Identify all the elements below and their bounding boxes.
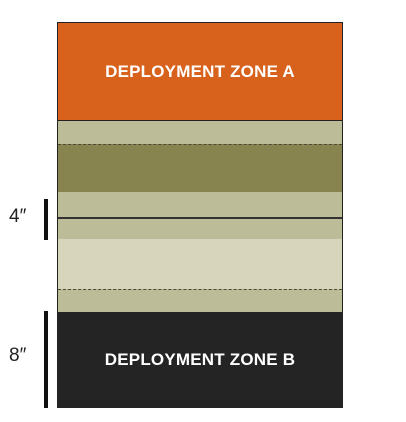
terrain-band-lower-mid — [58, 219, 342, 239]
deployment-zone-b-label: DEPLOYMENT ZONE B — [104, 350, 296, 369]
four-inch-label: 4″ — [9, 206, 27, 227]
terrain-band-bottom — [58, 289, 342, 312]
terrain-band-dark — [58, 144, 342, 192]
eight-inch-label: 8″ — [9, 345, 27, 366]
eight-inch-scale-bar — [44, 311, 48, 408]
terrain-band-light — [58, 239, 342, 289]
four-inch-scale-bar — [44, 199, 48, 240]
deployment-zone-a-label: DEPLOYMENT ZONE A — [105, 61, 295, 81]
deployment-zone-a: DEPLOYMENT ZONE A — [58, 23, 342, 121]
terrain-center-line — [58, 217, 342, 219]
terrain-band-upper-light — [58, 121, 342, 144]
deployment-zone-b: DEPLOYMENT ZONE B — [58, 312, 342, 407]
deployment-map: DEPLOYMENT ZONE A DEPLOYMENT ZONE B — [57, 22, 343, 408]
